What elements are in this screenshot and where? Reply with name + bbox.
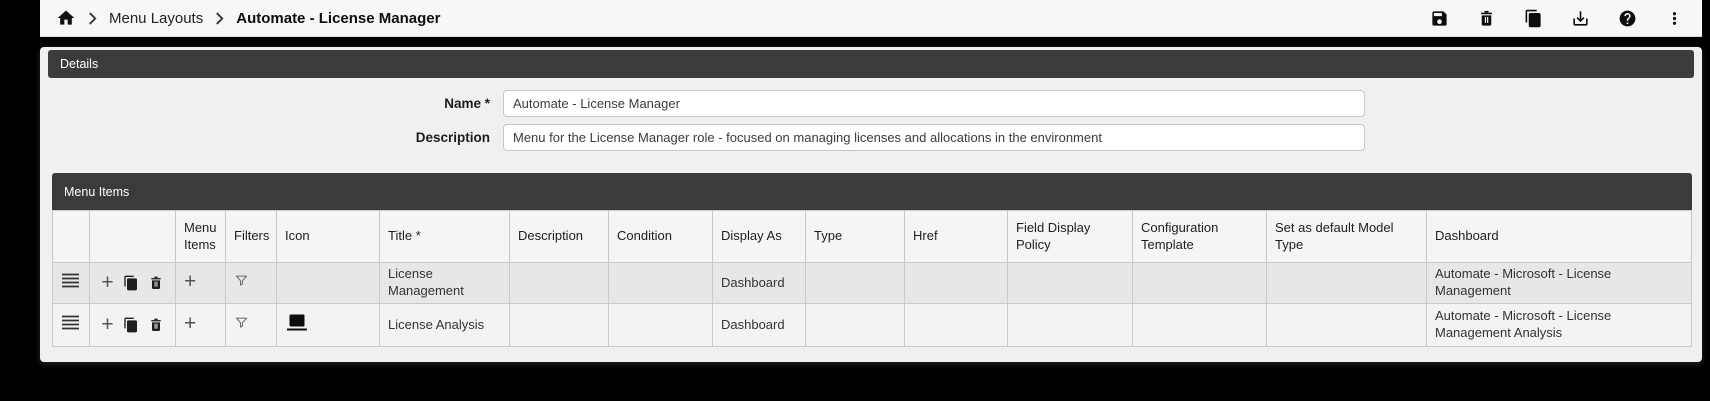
icon-cell[interactable] <box>276 262 380 304</box>
filters-cell <box>225 262 277 304</box>
col-header-title: Title * <box>379 210 510 263</box>
copy-icon[interactable] <box>123 275 139 291</box>
home-icon[interactable] <box>56 8 76 28</box>
drag-cell <box>52 303 90 347</box>
row-actions-cell: + <box>89 303 176 347</box>
display-as-cell[interactable]: Dashboard <box>712 303 806 347</box>
breadcrumb-menu-layouts[interactable]: Menu Layouts <box>109 9 204 27</box>
add-icon[interactable]: + <box>184 270 197 294</box>
field-display-policy-cell[interactable] <box>1007 262 1133 304</box>
menu-items-table: Menu Items Filters Icon Title * Descript… <box>52 210 1692 347</box>
download-icon[interactable] <box>1571 9 1590 28</box>
details-section-header: Details <box>48 50 1694 78</box>
delete-icon[interactable] <box>1477 9 1496 28</box>
table-row: + + <box>52 303 1692 347</box>
filter-icon[interactable] <box>234 275 249 291</box>
menu-items-add-cell: + <box>175 262 226 304</box>
row-actions-cell: + <box>89 262 176 304</box>
description-field-row: Description <box>40 124 1365 151</box>
name-input[interactable] <box>503 90 1365 117</box>
add-icon[interactable]: + <box>184 312 197 336</box>
configuration-template-cell[interactable] <box>1132 303 1267 347</box>
col-header-condition: Condition <box>608 210 713 263</box>
col-header-icon: Icon <box>276 210 380 263</box>
description-cell[interactable] <box>509 303 609 347</box>
copy-icon[interactable] <box>1524 9 1543 28</box>
copy-icon[interactable] <box>123 317 139 333</box>
delete-icon[interactable] <box>148 275 164 291</box>
description-cell[interactable] <box>509 262 609 304</box>
drag-handle-icon[interactable] <box>61 273 80 288</box>
field-display-policy-cell[interactable] <box>1007 303 1133 347</box>
add-icon[interactable]: + <box>101 313 114 336</box>
href-cell[interactable] <box>904 262 1008 304</box>
menu-items-section-title: Menu Items <box>64 184 130 199</box>
col-header-actions <box>89 210 176 263</box>
top-bar: Menu Layouts Automate - License Manager <box>40 0 1702 37</box>
description-field-label: Description <box>415 130 490 145</box>
filter-icon[interactable] <box>234 317 249 333</box>
col-header-drag <box>52 210 90 263</box>
col-header-type: Type <box>805 210 905 263</box>
col-header-description: Description <box>509 210 609 263</box>
help-icon[interactable] <box>1618 9 1637 28</box>
set-default-model-type-cell[interactable] <box>1266 262 1427 304</box>
menu-items-add-cell: + <box>175 303 226 347</box>
col-header-display-as: Display As <box>712 210 806 263</box>
configuration-template-cell[interactable] <box>1132 262 1267 304</box>
name-field-row: Name * <box>40 90 1365 117</box>
toolbar-actions <box>1430 9 1684 28</box>
content-panel: Details Name * Description Menu Items <box>40 47 1702 362</box>
filters-cell <box>225 303 277 347</box>
col-header-href: Href <box>904 210 1008 263</box>
icon-cell[interactable] <box>276 303 380 347</box>
type-cell[interactable] <box>805 303 905 347</box>
description-input[interactable] <box>503 124 1365 151</box>
table-row: + + <box>52 262 1692 304</box>
chevron-right-icon <box>216 11 224 25</box>
drag-cell <box>52 262 90 304</box>
col-header-menu-items: Menu Items <box>175 210 226 263</box>
menu-items-section: Menu Items Menu Items Filters Icon Title… <box>52 173 1692 347</box>
href-cell[interactable] <box>904 303 1008 347</box>
drag-handle-icon[interactable] <box>61 315 80 330</box>
condition-cell[interactable] <box>608 303 713 347</box>
col-header-dashboard: Dashboard <box>1426 210 1692 263</box>
details-section-title: Details <box>60 57 99 71</box>
save-icon[interactable] <box>1430 9 1449 28</box>
dashboard-cell[interactable]: Automate - Microsoft - License Managemen… <box>1426 262 1692 304</box>
laptop-icon <box>285 314 309 335</box>
breadcrumb: Menu Layouts Automate - License Manager <box>56 8 440 28</box>
name-field-label: Name * <box>444 96 490 111</box>
title-cell[interactable]: License Management <box>379 262 510 304</box>
condition-cell[interactable] <box>608 262 713 304</box>
col-header-configuration-template: Configuration Template <box>1132 210 1267 263</box>
col-header-field-display-policy: Field Display Policy <box>1007 210 1133 263</box>
col-header-set-default-model-type: Set as default Model Type <box>1266 210 1427 263</box>
col-header-filters: Filters <box>225 210 277 263</box>
breadcrumb-current-page: Automate - License Manager <box>236 9 441 27</box>
display-as-cell[interactable]: Dashboard <box>712 262 806 304</box>
set-default-model-type-cell[interactable] <box>1266 303 1427 347</box>
more-icon[interactable] <box>1665 9 1684 28</box>
type-cell[interactable] <box>805 262 905 304</box>
menu-items-section-header: Menu Items <box>52 173 1692 210</box>
add-icon[interactable]: + <box>101 271 114 294</box>
title-cell[interactable]: License Analysis <box>379 303 510 347</box>
table-header-row: Menu Items Filters Icon Title * Descript… <box>52 210 1692 263</box>
delete-icon[interactable] <box>148 317 164 333</box>
dashboard-cell[interactable]: Automate - Microsoft - License Managemen… <box>1426 303 1692 347</box>
chevron-right-icon <box>89 11 97 25</box>
